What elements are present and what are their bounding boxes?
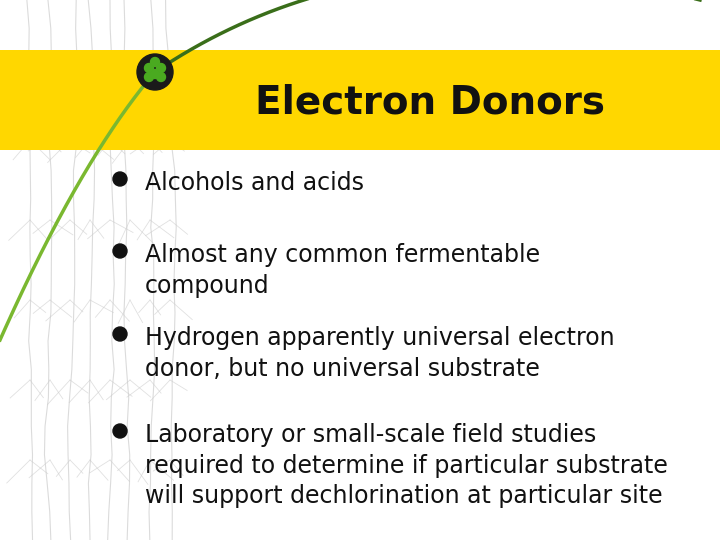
FancyBboxPatch shape xyxy=(0,50,720,150)
Circle shape xyxy=(113,327,127,341)
Circle shape xyxy=(150,57,160,66)
Circle shape xyxy=(145,72,153,82)
Circle shape xyxy=(113,424,127,438)
Text: Alcohols and acids: Alcohols and acids xyxy=(145,171,364,195)
Circle shape xyxy=(150,70,160,78)
Circle shape xyxy=(113,244,127,258)
Text: Electron Donors: Electron Donors xyxy=(255,83,605,121)
Circle shape xyxy=(113,172,127,186)
Circle shape xyxy=(156,64,166,72)
Circle shape xyxy=(156,72,166,82)
Text: Almost any common fermentable
compound: Almost any common fermentable compound xyxy=(145,243,540,298)
Circle shape xyxy=(145,64,153,72)
Circle shape xyxy=(137,54,173,90)
Text: Hydrogen apparently universal electron
donor, but no universal substrate: Hydrogen apparently universal electron d… xyxy=(145,326,615,381)
Text: Laboratory or small-scale field studies
required to determine if particular subs: Laboratory or small-scale field studies … xyxy=(145,423,668,508)
